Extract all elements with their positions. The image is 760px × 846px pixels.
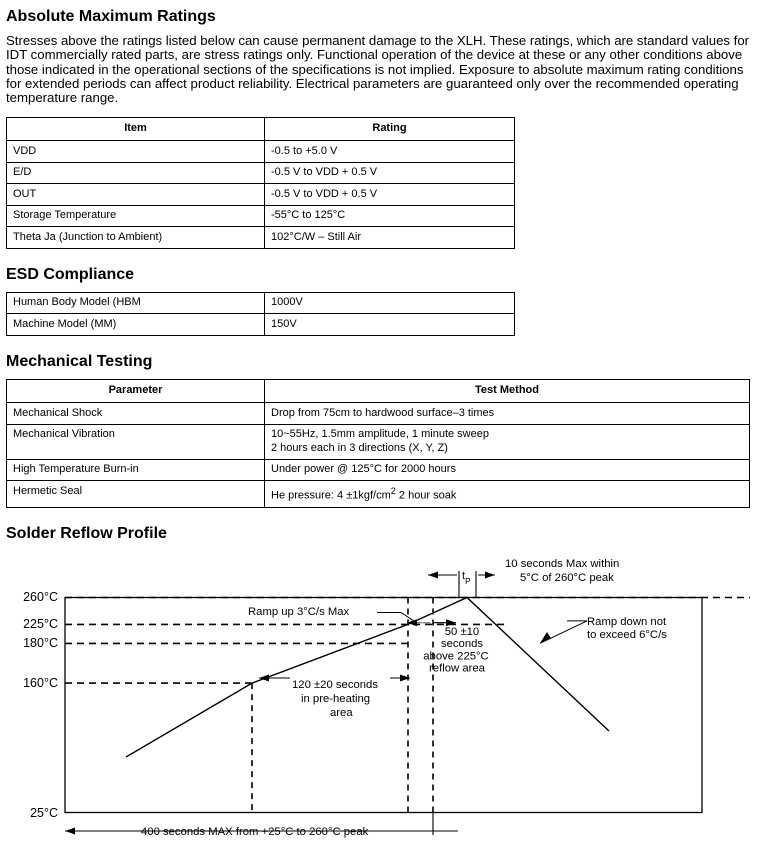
svg-text:260°C: 260°C (23, 590, 58, 604)
svg-text:in pre-heating: in pre-heating (301, 693, 370, 705)
svg-text:seconds: seconds (441, 638, 483, 650)
svg-text:above 225°C: above 225°C (423, 650, 488, 662)
svg-text:Ramp down not: Ramp down not (587, 616, 667, 628)
svg-text:50 ±10: 50 ±10 (445, 625, 479, 637)
svg-text:120 ±20 seconds: 120 ±20 seconds (292, 679, 378, 691)
svg-text:25°C: 25°C (30, 806, 58, 820)
svg-text:Ramp up 3°C/s Max: Ramp up 3°C/s Max (248, 606, 350, 618)
svg-text:reflow area: reflow area (429, 662, 486, 674)
svg-text:5°C of 260°C peak: 5°C of 260°C peak (520, 572, 614, 584)
svg-text:225°C: 225°C (23, 617, 58, 631)
svg-text:180°C: 180°C (23, 636, 58, 650)
svg-text:to exceed 6°C/s: to exceed 6°C/s (587, 629, 667, 641)
svg-text:area: area (330, 707, 353, 719)
svg-text:160°C: 160°C (23, 676, 58, 690)
svg-text:tP: tP (462, 570, 470, 586)
svg-text:10 seconds Max within: 10 seconds Max within (505, 558, 619, 570)
